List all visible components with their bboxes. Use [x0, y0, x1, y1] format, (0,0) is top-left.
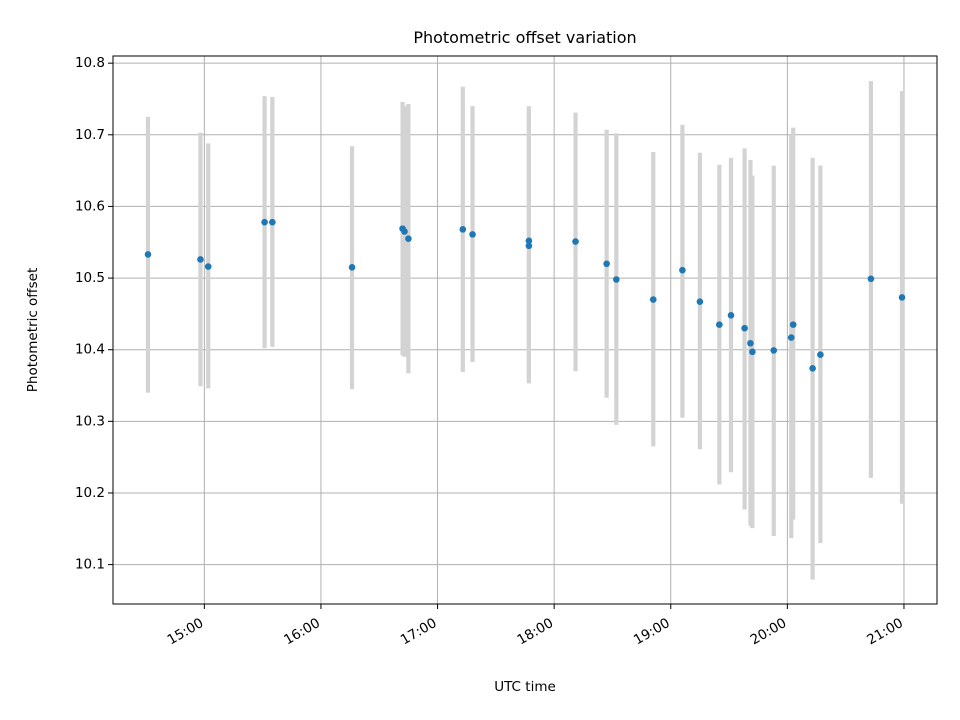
data-point: [401, 228, 408, 235]
data-point: [459, 226, 467, 233]
y-tick-label: 10.5: [75, 270, 105, 286]
data-point: [741, 324, 748, 332]
data-point: [789, 321, 797, 328]
y-axis-label: Photometric offset: [25, 268, 41, 392]
data-point: [770, 347, 778, 354]
y-tick-label: 10.3: [75, 413, 105, 429]
y-tick-label: 10.2: [75, 485, 105, 501]
data-point: [572, 238, 579, 245]
x-axis-ticks: 15:00 16:00 17:00 18:00 19:00 20:00 21:00: [165, 604, 906, 648]
data-points: [144, 218, 906, 372]
data-point: [696, 298, 704, 306]
y-tick-label: 10.8: [75, 55, 105, 71]
data-point: [817, 351, 824, 359]
data-point: [787, 334, 795, 341]
data-point: [525, 237, 533, 245]
x-tick-label: 17:00: [398, 615, 440, 648]
data-point: [204, 263, 212, 270]
data-point: [749, 348, 756, 356]
x-tick-label: 15:00: [165, 615, 207, 648]
data-point: [747, 339, 754, 347]
error-bars: [145, 81, 905, 580]
data-point: [144, 251, 152, 258]
data-point: [716, 321, 723, 328]
data-point: [261, 218, 268, 226]
data-point: [525, 242, 533, 250]
x-tick-label: 16:00: [281, 615, 323, 648]
y-tick-label: 10.1: [75, 557, 105, 573]
x-tick-label: 20:00: [748, 615, 790, 648]
data-point: [269, 218, 276, 226]
data-point: [348, 264, 356, 271]
data-point: [809, 365, 816, 372]
y-tick-label: 10.4: [75, 342, 105, 358]
y-tick-label: 10.6: [75, 198, 105, 214]
grid: [113, 56, 937, 604]
data-point: [405, 235, 412, 242]
data-point: [727, 312, 735, 319]
x-tick-label: 21:00: [864, 615, 906, 648]
data-point: [898, 294, 906, 301]
data-point: [197, 256, 204, 263]
data-point: [603, 260, 610, 268]
x-tick-label: 18:00: [514, 615, 556, 648]
chart-title: Photometric offset variation: [413, 28, 636, 47]
y-tick-label: 10.7: [75, 127, 105, 143]
y-axis-ticks: 10.1 10.2 10.3 10.4 10.5 10.6 10.7 10.8: [75, 55, 113, 573]
data-point: [649, 296, 657, 303]
data-point: [867, 275, 875, 283]
x-axis-label: UTC time: [494, 679, 556, 695]
data-point: [469, 231, 476, 238]
data-point: [679, 266, 686, 274]
plot-frame: [112, 55, 938, 605]
data-point: [613, 276, 620, 283]
x-tick-label: 19:00: [631, 615, 673, 648]
